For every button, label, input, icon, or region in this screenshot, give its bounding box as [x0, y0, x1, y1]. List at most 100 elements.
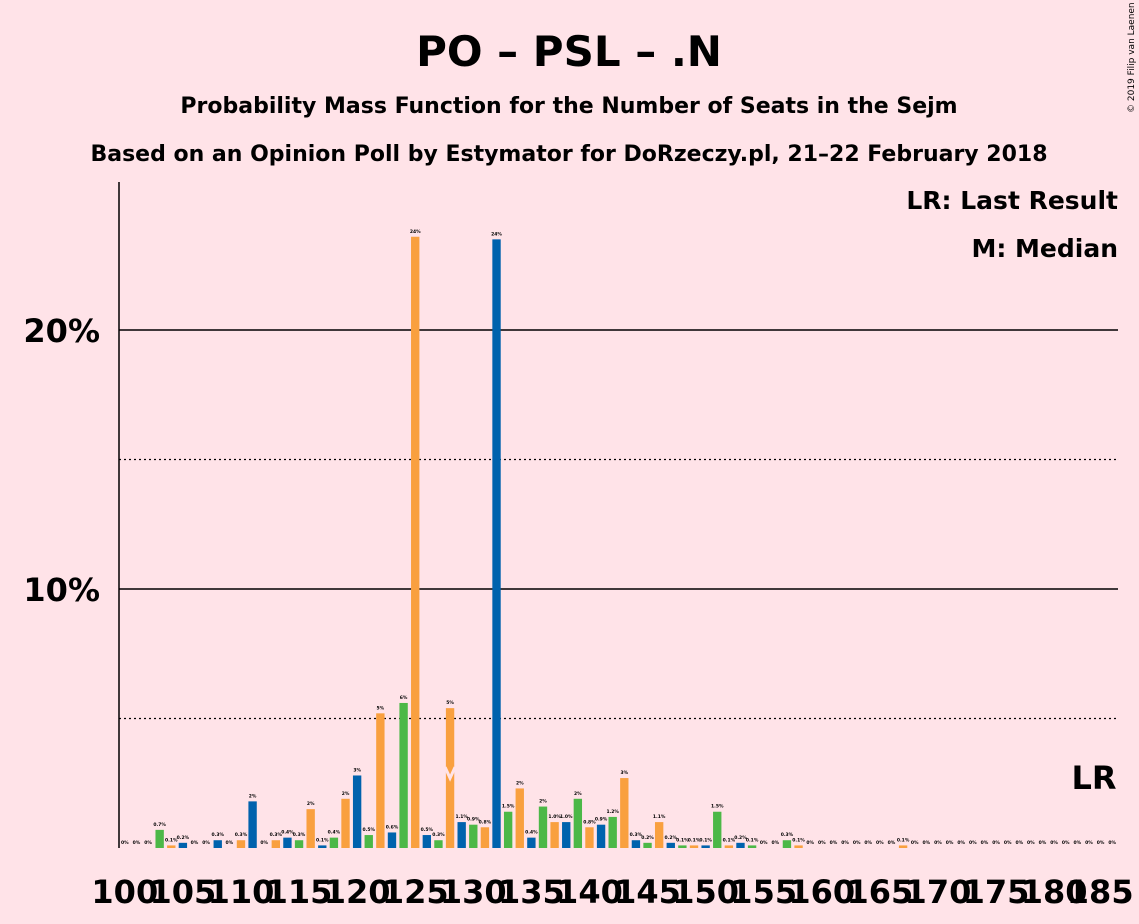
- bar-seat-154: [747, 845, 757, 848]
- x-tick-label-140: 140: [556, 873, 623, 911]
- bar-seat-134: [515, 788, 524, 848]
- bar-label-seat-120: 3%: [353, 767, 361, 773]
- bar-label-seat-101: 0%: [133, 840, 141, 846]
- bar-label-seat-154: 0.1%: [746, 837, 759, 843]
- bar-label-seat-113: 0.3%: [270, 832, 283, 838]
- bar-seat-151: [713, 811, 722, 848]
- bar-label-seat-114: 0.4%: [281, 830, 294, 836]
- bar-label-seat-160: 0%: [818, 840, 826, 846]
- bar-value-labels: 0% 0% 0%0.7%0.1%0.2%0% 0%0.3%0%0.3%2%0%0.3%…: [121, 229, 1117, 846]
- bar-label-seat-157: 0.3%: [781, 832, 794, 838]
- bar-label-seat-182: 0%: [1074, 840, 1082, 846]
- bar-seat-141: [596, 824, 606, 848]
- bar-seat-130: [469, 824, 478, 848]
- x-tick-label-130: 130: [440, 873, 507, 911]
- bar-seat-152: [724, 845, 734, 848]
- bar-label-seat-102: 0%: [144, 840, 152, 846]
- bar-label-seat-166: 0%: [888, 840, 896, 846]
- bar-seat-136: [538, 806, 548, 848]
- bar-seat-125: [411, 236, 420, 848]
- bar-label-seat-164: 0%: [864, 840, 872, 846]
- bar-label-seat-158: 0.1%: [792, 837, 805, 843]
- x-tick-label-155: 155: [730, 873, 797, 911]
- bar-seat-144: [631, 840, 641, 848]
- bar-seat-157: [782, 840, 792, 848]
- bar-seat-110: [236, 840, 246, 848]
- bar-label-seat-116: 2%: [307, 801, 315, 807]
- bar-seat-127: [434, 840, 443, 848]
- legend-last-result: LR: Last Result: [906, 186, 1118, 215]
- bar-label-seat-100: 0%: [121, 840, 129, 846]
- bar-seat-105: [178, 842, 188, 848]
- bar-label-seat-115: 0.3%: [293, 832, 306, 838]
- bar-label-seat-178: 0%: [1027, 840, 1035, 846]
- x-tick-label-120: 120: [324, 873, 391, 911]
- bar-label-seat-104: 0.1%: [165, 837, 178, 843]
- bar-label-seat-125: 24%: [410, 229, 421, 235]
- bar-seat-145: [643, 842, 652, 848]
- bar-label-seat-133: 1.5%: [502, 804, 515, 810]
- bar-label-seat-168: 0%: [911, 840, 919, 846]
- x-tick-label-165: 165: [846, 873, 913, 911]
- bar-seat-118: [329, 837, 339, 848]
- bar-seat-142: [608, 816, 617, 848]
- bar-label-seat-181: 0%: [1062, 840, 1070, 846]
- bar-label-seat-175: 0%: [992, 840, 1000, 846]
- bar-label-seat-107: 0%: [202, 840, 210, 846]
- bar-label-seat-136: 2%: [539, 799, 547, 805]
- bar-label-seat-150: 0.1%: [699, 837, 712, 843]
- bar-label-seat-135: 0.4%: [525, 830, 538, 836]
- bar-label-seat-112: 0%: [260, 840, 268, 846]
- x-tick-label-110: 110: [208, 873, 275, 911]
- bar-seat-133: [503, 811, 513, 848]
- bar-seat-131: [480, 827, 490, 848]
- bar-label-seat-105: 0.2%: [177, 835, 190, 841]
- x-tick-label-135: 135: [498, 873, 565, 911]
- bar-seat-148: [678, 845, 687, 848]
- bar-label-seat-156: 0%: [771, 840, 779, 846]
- bar-label-seat-184: 0%: [1097, 840, 1105, 846]
- bar-label-seat-134: 2%: [516, 780, 524, 786]
- bar-label-seat-176: 0%: [1004, 840, 1012, 846]
- bar-seat-104: [167, 845, 176, 848]
- bar-label-seat-126: 0.5%: [421, 827, 434, 833]
- bar-label-seat-129: 1.1%: [455, 814, 468, 820]
- markers: LR: [443, 759, 1116, 797]
- bar-seat-117: [318, 845, 327, 848]
- bar-label-seat-130: 0.9%: [467, 817, 480, 823]
- bar-label-seat-131: 0.8%: [479, 819, 492, 825]
- x-tick-label-100: 100: [91, 873, 158, 911]
- bar-seat-158: [794, 845, 803, 848]
- bar-seat-122: [376, 713, 385, 848]
- bar-label-seat-138: 1.0%: [560, 814, 573, 820]
- bar-seat-137: [550, 822, 559, 848]
- bar-label-seat-137: 1.0%: [548, 814, 561, 820]
- x-tick-label-105: 105: [149, 873, 216, 911]
- bar-label-seat-106: 0%: [191, 840, 199, 846]
- bar-seat-103: [155, 829, 164, 848]
- bar-label-seat-185: 0%: [1108, 840, 1116, 846]
- y-axis-labels: 10% 20%: [23, 312, 100, 609]
- bar-seat-114: [283, 837, 292, 848]
- bar-label-seat-140: 0.8%: [583, 819, 596, 825]
- bar-label-seat-180: 0%: [1050, 840, 1058, 846]
- x-tick-label-115: 115: [266, 873, 333, 911]
- bar-seat-115: [294, 840, 304, 848]
- grid-lines: [119, 329, 1118, 720]
- bar-label-seat-144: 0.3%: [630, 832, 643, 838]
- bar-label-seat-123: 0.6%: [386, 824, 399, 830]
- bar-label-seat-108: 0.3%: [211, 832, 224, 838]
- x-tick-label-175: 175: [963, 873, 1030, 911]
- bar-label-seat-167: 0.1%: [897, 837, 910, 843]
- bar-seat-143: [620, 778, 629, 848]
- x-tick-label-150: 150: [672, 873, 739, 911]
- bar-seat-108: [213, 840, 222, 848]
- bar-label-seat-148: 0.1%: [676, 837, 689, 843]
- bar-label-seat-165: 0%: [876, 840, 884, 846]
- bar-label-seat-111: 2%: [249, 793, 257, 799]
- bar-seat-167: [898, 845, 908, 848]
- bar-label-seat-110: 0.3%: [235, 832, 248, 838]
- x-tick-label-170: 170: [905, 873, 972, 911]
- bar-label-seat-161: 0%: [830, 840, 838, 846]
- x-tick-label-160: 160: [788, 873, 855, 911]
